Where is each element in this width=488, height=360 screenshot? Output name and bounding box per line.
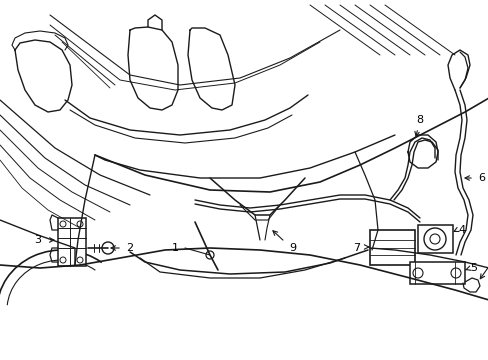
Bar (417, 225, 452, 253)
Text: 6: 6 (478, 173, 485, 183)
Text: 7: 7 (353, 243, 360, 253)
Bar (369, 230, 414, 265)
Circle shape (205, 251, 214, 259)
Text: 3: 3 (35, 235, 41, 245)
Bar (409, 262, 464, 284)
Bar (58, 218, 86, 266)
Text: 2: 2 (126, 243, 133, 253)
Text: 9: 9 (289, 243, 296, 253)
Text: 4: 4 (458, 225, 465, 235)
Text: 1: 1 (171, 243, 178, 253)
Text: 8: 8 (416, 115, 423, 125)
Text: 5: 5 (469, 263, 476, 273)
